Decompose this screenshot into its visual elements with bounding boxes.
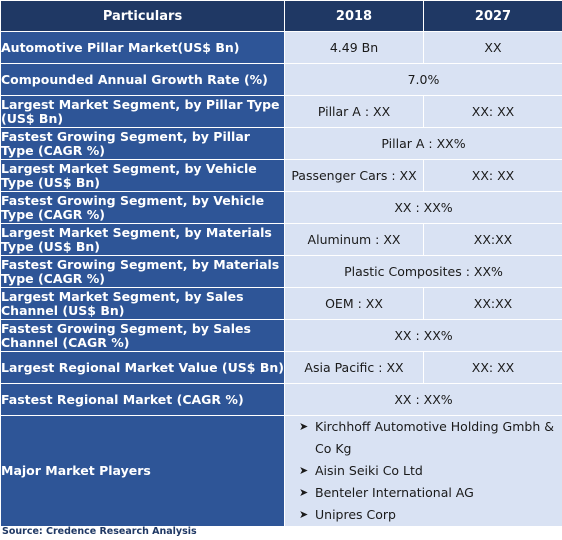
table-row: Largest Market Segment, by Materials Typ… xyxy=(0,223,562,256)
value-merged: XX : XX% xyxy=(284,319,562,352)
row-label: Fastest Growing Segment, by Vehicle Type… xyxy=(0,191,285,224)
value-merged: Pillar A : XX% xyxy=(284,127,562,160)
players-list-cell: ➤ Kirchhoff Automotive Holding Gmbh & Co … xyxy=(284,415,562,527)
list-item: ➤ Benteler International AG xyxy=(299,482,558,504)
value-2018: Aluminum : XX xyxy=(284,223,424,256)
table-row: Fastest Growing Segment, by Sales Channe… xyxy=(0,319,562,352)
table-row: Fastest Growing Segment, by Vehicle Type… xyxy=(0,191,562,224)
players-label: Major Market Players xyxy=(0,415,285,527)
player-name: Benteler International AG xyxy=(315,485,474,500)
list-item: ➤ Aisin Seiki Co Ltd xyxy=(299,460,558,482)
table-row: Automotive Pillar Market(US$ Bn) 4.49 Bn… xyxy=(0,31,562,64)
list-item: ➤ Unipres Corp xyxy=(299,504,558,526)
value-2027: XX: XX xyxy=(423,95,562,128)
table-row: Fastest Growing Segment, by Materials Ty… xyxy=(0,255,562,288)
source-note: Source: Credence Research Analysis xyxy=(2,526,197,537)
header-particulars: Particulars xyxy=(0,0,285,32)
player-name: Kirchhoff Automotive Holding Gmbh & Co K… xyxy=(315,419,554,456)
row-label: Largest Regional Market Value (US$ Bn) xyxy=(0,351,285,384)
header-2018: 2018 xyxy=(284,0,424,32)
player-name: Aisin Seiki Co Ltd xyxy=(315,463,423,478)
arrow-bullet-icon: ➤ xyxy=(299,486,309,499)
arrow-bullet-icon: ➤ xyxy=(299,420,309,433)
value-2027: XX: XX xyxy=(423,159,562,192)
row-label: Fastest Growing Segment, by Pillar Type … xyxy=(0,127,285,160)
header-row: Particulars 2018 2027 xyxy=(0,0,562,32)
value-2018: Asia Pacific : XX xyxy=(284,351,424,384)
value-merged: Plastic Composites : XX% xyxy=(284,255,562,288)
value-2027: XX: XX xyxy=(423,351,562,384)
value-2018: Pillar A : XX xyxy=(284,95,424,128)
row-label: Largest Market Segment, by Materials Typ… xyxy=(0,223,285,256)
value-2018: 4.49 Bn xyxy=(284,31,424,64)
row-label: Largest Market Segment, by Vehicle Type … xyxy=(0,159,285,192)
value-2018: OEM : XX xyxy=(284,287,424,320)
row-label: Fastest Regional Market (CAGR %) xyxy=(0,383,285,416)
market-summary-table: Particulars 2018 2027 Automotive Pillar … xyxy=(0,0,562,527)
table-row: Largest Market Segment, by Vehicle Type … xyxy=(0,159,562,192)
row-label: Largest Market Segment, by Sales Channel… xyxy=(0,287,285,320)
value-2027: XX:XX xyxy=(423,287,562,320)
table-row: Fastest Growing Segment, by Pillar Type … xyxy=(0,127,562,160)
table-row: Largest Regional Market Value (US$ Bn) A… xyxy=(0,351,562,384)
table-row: Fastest Regional Market (CAGR %) XX : XX… xyxy=(0,383,562,416)
value-2027: XX xyxy=(423,31,562,64)
players-row: Major Market Players ➤ Kirchhoff Automoti… xyxy=(0,415,562,527)
value-2018: Passenger Cars : XX xyxy=(284,159,424,192)
row-label: Fastest Growing Segment, by Sales Channe… xyxy=(0,319,285,352)
value-2027: XX:XX xyxy=(423,223,562,256)
row-label: Compounded Annual Growth Rate (%) xyxy=(0,63,285,96)
list-item: ➤ Kirchhoff Automotive Holding Gmbh & Co … xyxy=(299,417,558,461)
value-merged: XX : XX% xyxy=(284,383,562,416)
arrow-bullet-icon: ➤ xyxy=(299,508,309,521)
table-row: Largest Market Segment, by Pillar Type (… xyxy=(0,95,562,128)
row-label: Largest Market Segment, by Pillar Type (… xyxy=(0,95,285,128)
table-row: Largest Market Segment, by Sales Channel… xyxy=(0,287,562,320)
row-label: Fastest Growing Segment, by Materials Ty… xyxy=(0,255,285,288)
value-merged: 7.0% xyxy=(284,63,562,96)
arrow-bullet-icon: ➤ xyxy=(299,464,309,477)
value-merged: XX : XX% xyxy=(284,191,562,224)
players-list: ➤ Kirchhoff Automotive Holding Gmbh & Co … xyxy=(286,417,562,526)
row-label: Automotive Pillar Market(US$ Bn) xyxy=(0,31,285,64)
table-row: Compounded Annual Growth Rate (%) 7.0% xyxy=(0,63,562,96)
player-name: Unipres Corp xyxy=(315,507,396,522)
header-2027: 2027 xyxy=(423,0,562,32)
